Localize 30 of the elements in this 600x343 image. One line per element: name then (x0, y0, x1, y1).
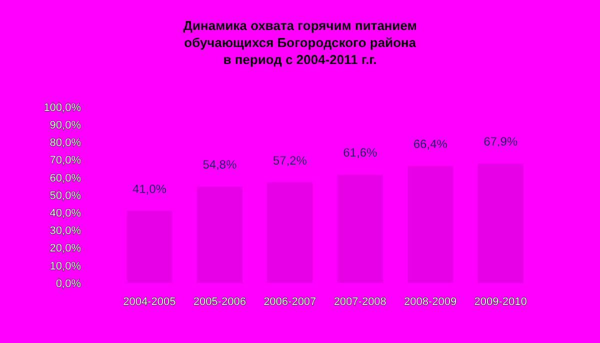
bar (478, 163, 524, 283)
bar (337, 174, 383, 283)
x-tick-label: 2006-2007 (264, 296, 316, 308)
y-tick-label: 30,0% (50, 225, 82, 238)
y-tick-label: 90,0% (50, 119, 82, 132)
data-label: 41,0% (132, 182, 167, 196)
x-tick-label: 2004-2005 (123, 296, 176, 308)
bar (408, 166, 454, 283)
x-tick-label: 2007-2008 (334, 296, 386, 308)
y-tick-label: 20,0% (50, 242, 82, 255)
data-label: 61,6% (343, 146, 378, 160)
x-tick-label: 2009-2010 (474, 296, 527, 308)
data-label: 54,8% (202, 158, 237, 172)
data-label: 66,4% (413, 137, 448, 152)
bar (267, 182, 313, 283)
y-tick-label: 60,0% (50, 172, 82, 184)
y-tick-label: 80,0% (50, 137, 82, 150)
y-tick-label: 10,0% (50, 260, 82, 272)
y-tick-label: 40,0% (50, 207, 82, 220)
y-tick-label: 0,0% (56, 278, 82, 290)
y-tick-label: 50,0% (50, 190, 82, 202)
y-tick-label: 70,0% (50, 154, 82, 167)
bar (126, 210, 172, 283)
x-tick-label: 2005-2006 (193, 296, 246, 308)
bar (196, 186, 242, 283)
data-label: 67,9% (484, 134, 518, 148)
y-tick-label: 100,0% (44, 102, 82, 114)
chart-title: Динамика охвата горячим питанием обучающихся Богородского района в период с 2004-2011 г.г. (183, 18, 417, 67)
data-label: 57,2% (272, 153, 308, 168)
x-tick-label: 2008-2009 (404, 296, 457, 308)
